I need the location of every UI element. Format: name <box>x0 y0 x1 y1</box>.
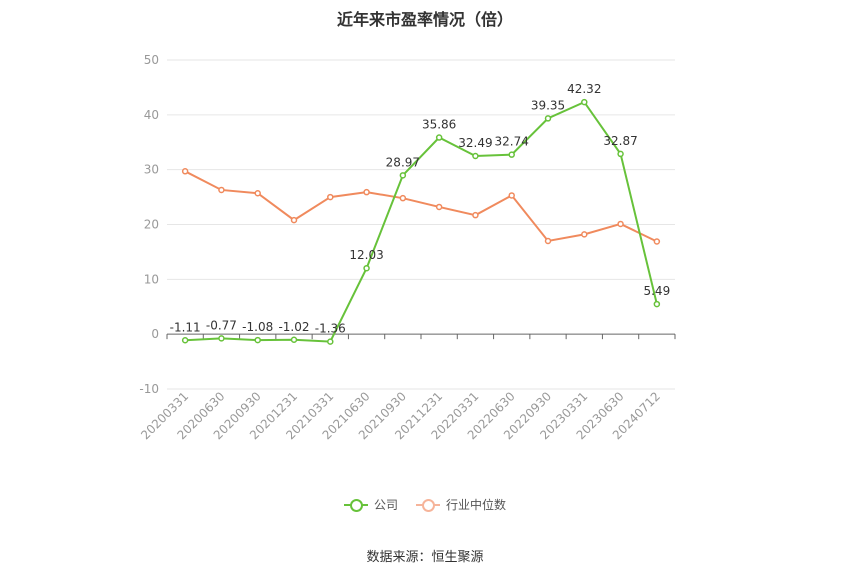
industry-point <box>218 186 225 194</box>
company-point <box>581 98 588 106</box>
data-label: -0.77 <box>206 318 237 332</box>
y-tick-label: 20 <box>144 218 159 232</box>
industry-point <box>472 211 479 219</box>
industry-point <box>435 203 443 211</box>
company-point <box>653 300 661 308</box>
company-point <box>544 115 552 122</box>
y-tick-label: 30 <box>144 163 159 177</box>
legend: 公司 行业中位数 <box>0 496 850 513</box>
legend-marker-industry <box>416 498 440 512</box>
industry-point <box>581 231 588 238</box>
industry-point <box>290 216 298 224</box>
chart-title: 近年来市盈率情况（倍） <box>336 10 513 29</box>
data-labels: -1.11 -0.77 -1.08 -1.02 -1.36 12.03 28.97 35.86… <box>170 82 671 336</box>
industry-point <box>508 192 515 199</box>
company-point <box>435 134 443 141</box>
data-source: 数据来源：恒生聚源 <box>366 550 484 565</box>
company-point <box>327 338 334 345</box>
industry-point <box>327 193 334 201</box>
y-axis-ticks: -10 0 10 20 30 40 50 <box>139 53 159 396</box>
company-point <box>399 172 407 179</box>
data-label: 12.03 <box>349 248 383 262</box>
industry-line <box>184 170 658 243</box>
industry-point <box>181 168 189 175</box>
y-tick-label: 40 <box>144 108 159 122</box>
y-tick-label: 50 <box>144 53 159 67</box>
industry-point <box>544 237 552 245</box>
legend-label-company: 公司 <box>373 498 398 512</box>
data-label: 35.86 <box>422 118 456 132</box>
company-point <box>290 336 298 344</box>
data-label: 5.49 <box>643 284 670 298</box>
legend-label-industry: 行业中位数 <box>446 498 507 512</box>
data-label: 32.49 <box>458 136 492 150</box>
company-point <box>181 337 189 344</box>
data-label: -1.02 <box>278 320 309 334</box>
company-point <box>254 336 261 344</box>
y-tick-label: -10 <box>139 382 159 396</box>
y-tick-label: 0 <box>151 327 159 341</box>
data-label: -1.36 <box>315 322 346 336</box>
y-tick-label: 10 <box>144 272 159 286</box>
x-axis: 2020033120200630202009302020123120210331… <box>138 333 676 442</box>
industry-point <box>254 189 261 197</box>
legend-item-company[interactable]: 公司 <box>343 496 398 513</box>
industry-point <box>653 238 661 245</box>
legend-item-industry[interactable]: 行业中位数 <box>416 496 506 513</box>
data-label: 42.32 <box>567 82 601 96</box>
grid-lines <box>167 59 675 390</box>
industry-point <box>399 194 407 202</box>
data-label: 32.74 <box>495 135 529 149</box>
industry-point <box>617 220 624 228</box>
series-company <box>181 98 661 345</box>
data-label: -1.11 <box>170 320 201 334</box>
company-point <box>508 151 515 158</box>
company-point <box>472 152 479 160</box>
industry-point <box>363 188 370 196</box>
company-line <box>185 100 658 343</box>
series-industry <box>181 168 661 245</box>
data-label: -1.08 <box>242 320 273 334</box>
company-point <box>617 150 624 158</box>
data-label: 28.97 <box>386 155 420 169</box>
data-label: 32.87 <box>603 134 637 148</box>
legend-marker-company <box>343 498 368 512</box>
data-label: 39.35 <box>531 98 565 112</box>
company-point <box>218 335 225 342</box>
company-point <box>363 264 370 272</box>
